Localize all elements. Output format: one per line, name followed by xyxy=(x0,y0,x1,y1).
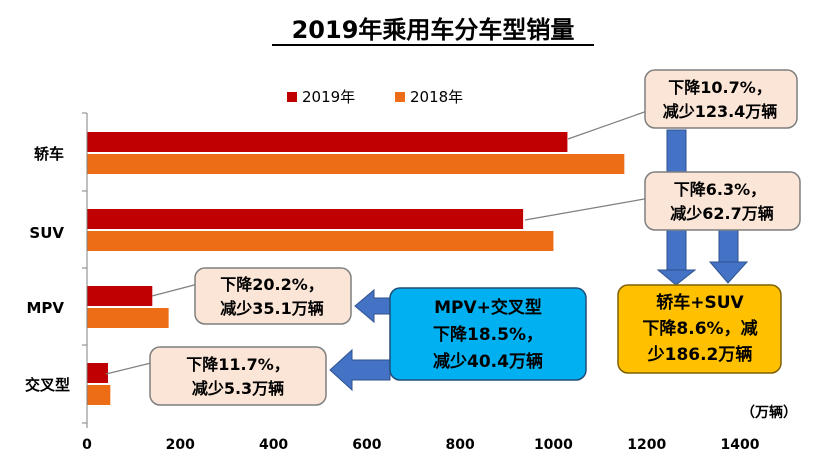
legend-swatch-2018 xyxy=(395,92,405,102)
callout-sedan-line1: 下降10.7%， xyxy=(668,78,772,97)
summary-sedan-suv: 轿车+SUV 下降8.6%，减 少186.2万辆 xyxy=(617,284,782,374)
x-tick-label-800: 800 xyxy=(446,437,475,453)
callout-mpv-line2: 减少35.1万辆 xyxy=(220,299,323,318)
bar-suv-2018 xyxy=(87,231,554,251)
arrow-to-mpv xyxy=(354,288,395,324)
summary-sedan-suv-line3: 少186.2万辆 xyxy=(647,344,753,365)
x-tick-label-400: 400 xyxy=(259,437,288,453)
bar-suv-2019 xyxy=(87,209,524,229)
callout-crossover-line2: 减少5.3万辆 xyxy=(192,379,284,398)
category-label-mpv: MPV xyxy=(26,299,64,317)
legend-label-2018: 2018年 xyxy=(410,88,463,106)
category-label-sedan: 轿车 xyxy=(34,145,64,163)
summary-mpv-crossover-line3: 减少40.4万辆 xyxy=(433,351,543,372)
bar-mpv-2019 xyxy=(87,286,153,306)
callout-sedan-line2: 减少123.4万辆 xyxy=(663,102,778,121)
bars-group xyxy=(87,132,625,405)
summary-sedan-suv-line2: 下降8.6%，减 xyxy=(642,318,757,339)
callout-crossover-line1: 下降11.7%， xyxy=(186,355,290,374)
bar-mpv-2018 xyxy=(87,308,169,328)
callout-mpv-line1: 下降20.2%， xyxy=(220,275,324,294)
axes-group: 0 200 400 600 800 1000 1200 1400 xyxy=(82,112,760,453)
x-tick-label-600: 600 xyxy=(352,437,381,453)
callout-mpv: 下降20.2%， 减少35.1万辆 xyxy=(151,267,352,325)
x-tick-label-0: 0 xyxy=(82,437,92,453)
unit-label: （万辆） xyxy=(741,404,797,421)
arrow-suv-to-combined xyxy=(708,227,749,284)
summary-mpv-crossover-line1: MPV+交叉型 xyxy=(434,297,542,318)
x-tick-label-200: 200 xyxy=(166,437,195,453)
callout-suv-line1: 下降6.3%， xyxy=(674,180,766,199)
bar-sedan-2018 xyxy=(87,154,625,174)
bar-sedan-2019 xyxy=(87,132,568,152)
legend-swatch-2019 xyxy=(287,92,297,102)
x-tick-label-1400: 1400 xyxy=(721,437,760,453)
chart-title: 2019年乘用车分车型销量 xyxy=(292,16,575,44)
category-label-crossover: 交叉型 xyxy=(25,376,70,394)
callout-crossover: 下降11.7%， 减少5.3万辆 xyxy=(105,346,327,406)
callout-sedan: 下降10.7%， 减少123.4万辆 xyxy=(567,69,798,140)
x-tick-label-1000: 1000 xyxy=(534,437,573,453)
summary-sedan-suv-line1: 轿车+SUV xyxy=(656,292,744,313)
legend-label-2019: 2019年 xyxy=(302,88,355,106)
category-label-suv: SUV xyxy=(29,224,64,242)
callout-suv: 下降6.3%， 减少62.7万辆 xyxy=(524,171,801,231)
bar-crossover-2018 xyxy=(87,385,111,405)
arrow-to-crossover xyxy=(329,348,391,392)
bar-crossover-2019 xyxy=(87,363,108,383)
x-tick-label-1200: 1200 xyxy=(627,437,666,453)
legend: 2019年 2018年 xyxy=(287,88,463,106)
summary-mpv-crossover: MPV+交叉型 下降18.5%， 减少40.4万辆 xyxy=(389,287,587,381)
summary-mpv-crossover-line2: 下降18.5%， xyxy=(433,324,543,345)
callout-suv-line2: 减少62.7万辆 xyxy=(670,204,773,223)
